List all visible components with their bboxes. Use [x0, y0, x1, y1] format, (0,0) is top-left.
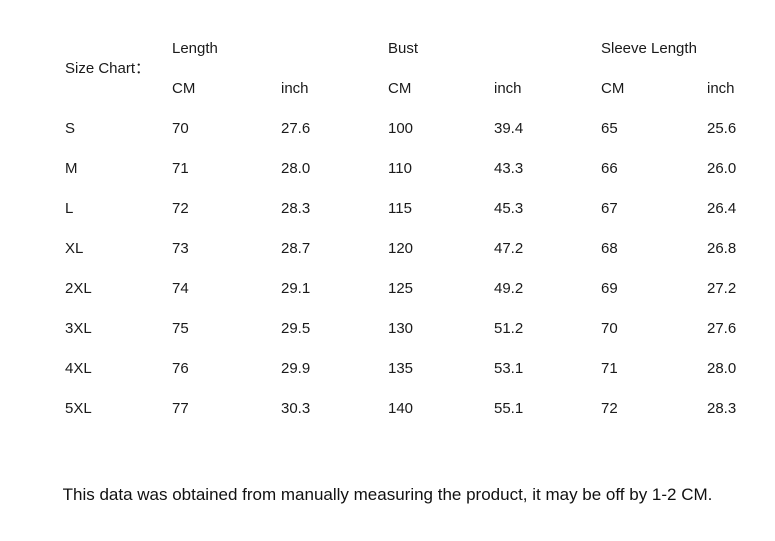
size-label: 5XL [65, 400, 92, 417]
group-header-row: Size Chart： Length Bust Sleeve Length [65, 40, 775, 80]
measurement-value: 71 [601, 360, 618, 377]
measurement-value: 110 [388, 160, 412, 177]
size-label: 3XL [65, 320, 92, 337]
table-row-3xl: 3XL 75 29.5 130 51.2 70 27.6 [65, 320, 775, 360]
measurement-value: 47.2 [494, 240, 524, 257]
column-group-length: Length [172, 40, 218, 57]
measurement-value: 28.3 [281, 200, 311, 217]
measurement-value: 130 [388, 320, 414, 337]
table-row-s: S 70 27.6 100 39.4 65 25.6 [65, 120, 775, 160]
measurement-value: 120 [388, 240, 414, 257]
measurement-value: 115 [388, 200, 412, 217]
table-row-5xl: 5XL 77 30.3 140 55.1 72 28.3 [65, 400, 775, 440]
column-group-sleeve-length: Sleeve Length [601, 40, 697, 57]
measurement-value: 29.5 [281, 320, 311, 337]
measurement-value: 29.1 [281, 280, 311, 297]
measurement-value: 65 [601, 120, 618, 137]
measurement-value: 67 [601, 200, 618, 217]
size-label: M [65, 160, 78, 177]
measurement-value: 29.9 [281, 360, 311, 377]
measurement-value: 76 [172, 360, 189, 377]
measurement-value: 43.3 [494, 160, 524, 177]
unit-header-sleeve-inch: inch [707, 80, 735, 97]
measurement-value: 66 [601, 160, 618, 177]
measurement-value: 55.1 [494, 400, 524, 417]
measurement-value: 72 [172, 200, 189, 217]
size-label: 2XL [65, 280, 92, 297]
measurement-value: 39.4 [494, 120, 524, 137]
measurement-value: 30.3 [281, 400, 311, 417]
measurement-value: 73 [172, 240, 189, 257]
unit-header-bust-cm: CM [388, 80, 412, 97]
measurement-disclaimer: This data was obtained from manually mea… [62, 485, 713, 504]
measurement-value: 70 [601, 320, 618, 337]
table-row-2xl: 2XL 74 29.1 125 49.2 69 27.2 [65, 280, 775, 320]
measurement-value: 70 [172, 120, 189, 137]
size-label: 4XL [65, 360, 92, 377]
measurement-value: 27.2 [707, 280, 737, 297]
measurement-value: 125 [388, 280, 414, 297]
unit-header-length-inch: inch [281, 80, 309, 97]
measurement-value: 26.4 [707, 200, 737, 217]
measurement-value: 26.0 [707, 160, 737, 177]
measurement-value: 28.3 [707, 400, 737, 417]
column-group-bust: Bust [388, 40, 419, 57]
measurement-value: 49.2 [494, 280, 524, 297]
table-row-4xl: 4XL 76 29.9 135 53.1 71 28.0 [65, 360, 775, 400]
measurement-value: 26.8 [707, 240, 737, 257]
size-label: S [65, 120, 76, 137]
measurement-value: 27.6 [281, 120, 311, 137]
measurement-value: 77 [172, 400, 189, 417]
measurement-value: 28.0 [281, 160, 311, 177]
size-label: L [65, 200, 74, 217]
unit-header-bust-inch: inch [494, 80, 522, 97]
table-row-xl: XL 73 28.7 120 47.2 68 26.8 [65, 240, 775, 280]
unit-header-sleeve-cm: CM [601, 80, 625, 97]
unit-header-length-cm: CM [172, 80, 196, 97]
measurement-value: 100 [388, 120, 414, 137]
measurement-value: 72 [601, 400, 618, 417]
measurement-value: 74 [172, 280, 189, 297]
measurement-value: 25.6 [707, 120, 737, 137]
measurement-value: 51.2 [494, 320, 524, 337]
size-chart-title: Size Chart： [65, 60, 151, 77]
measurement-value: 75 [172, 320, 189, 337]
measurement-value: 45.3 [494, 200, 524, 217]
size-chart: Size Chart： Length Bust Sleeve Length CM… [65, 40, 775, 440]
measurement-value: 27.6 [707, 320, 737, 337]
measurement-value: 140 [388, 400, 414, 417]
measurement-value: 28.0 [707, 360, 737, 377]
measurement-value: 28.7 [281, 240, 311, 257]
unit-header-row: CM inch CM inch CM inch [65, 80, 775, 120]
measurement-value: 71 [172, 160, 189, 177]
measurement-value: 135 [388, 360, 414, 377]
size-label: XL [65, 240, 84, 257]
table-row-m: M 71 28.0 110 43.3 66 26.0 [65, 160, 775, 200]
measurement-value: 53.1 [494, 360, 524, 377]
measurement-value: 68 [601, 240, 618, 257]
table-row-l: L 72 28.3 115 45.3 67 26.4 [65, 200, 775, 240]
measurement-value: 69 [601, 280, 618, 297]
